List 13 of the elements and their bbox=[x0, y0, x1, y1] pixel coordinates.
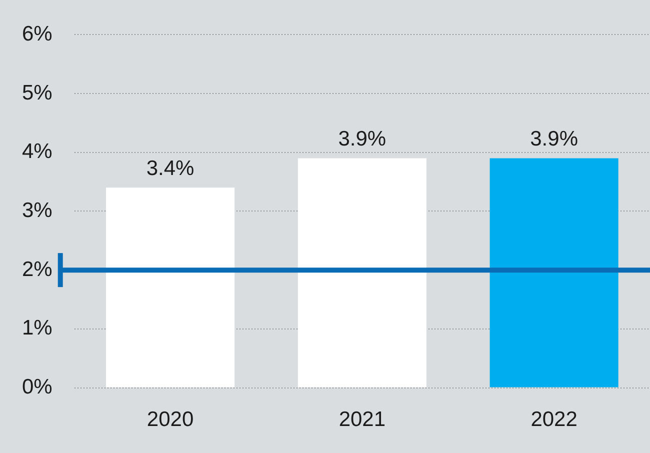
data-label: 3.9% bbox=[530, 128, 578, 151]
data-label: 3.9% bbox=[338, 128, 386, 151]
x-tick-label: 2020 bbox=[146, 408, 194, 432]
y-tick-label: 3% bbox=[22, 198, 52, 222]
y-tick-label: 5% bbox=[22, 81, 52, 104]
y-tick-label: 4% bbox=[22, 140, 52, 164]
y-tick-label: 0% bbox=[22, 376, 52, 399]
y-tick-label: 1% bbox=[22, 316, 52, 340]
x-tick-label: 2021 bbox=[338, 408, 386, 432]
x-tick-label: 2022 bbox=[530, 408, 578, 432]
data-label: 3.4% bbox=[146, 156, 194, 180]
y-tick-label: 6% bbox=[22, 22, 52, 46]
y-tick-label: 2% bbox=[22, 258, 52, 281]
